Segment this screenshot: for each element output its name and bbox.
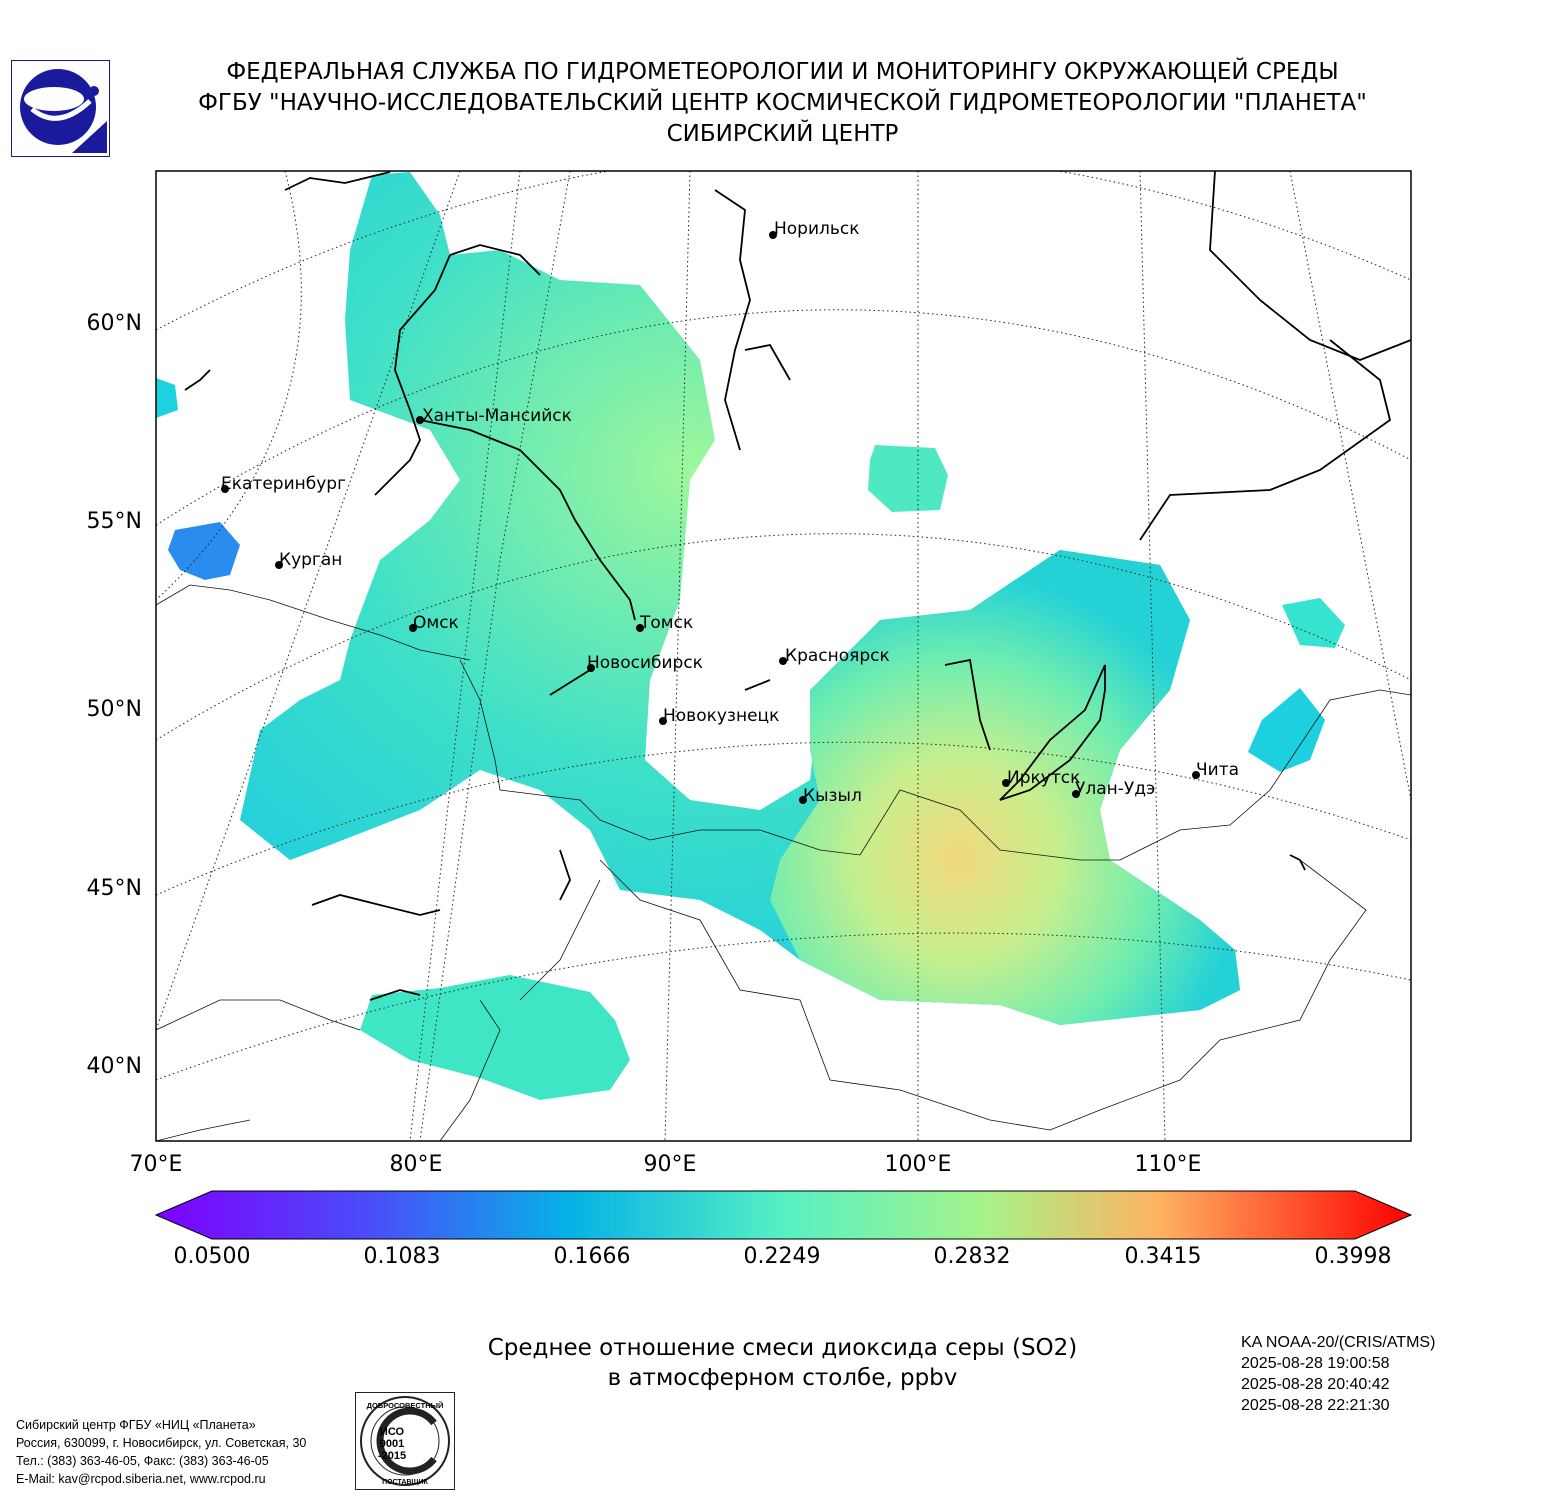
city-label: Новокузнецк — [663, 706, 779, 726]
iso-text-bottom: ПОСТАВЩИК — [382, 1479, 428, 1486]
city-khanty-mansiysk: Ханты-Мансийск — [416, 406, 572, 426]
city-marker — [769, 231, 777, 239]
city-label: Кызыл — [803, 786, 862, 806]
city-label: Норильск — [774, 219, 860, 239]
footer-contacts: Сибирский центр ФГБУ «НИЦ «Планета» Росс… — [16, 1416, 306, 1488]
so2-field-east — [770, 550, 1240, 1025]
so2-patch-south — [360, 975, 630, 1100]
colorbar-tick: 0.3415 — [1124, 1244, 1202, 1269]
city-krasnoyarsk: Красноярск — [779, 646, 890, 666]
so2-patch-east1 — [1282, 598, 1345, 648]
header-line-1: ФЕДЕРАЛЬНАЯ СЛУЖБА ПО ГИДРОМЕТЕОРОЛОГИИ … — [226, 59, 1339, 85]
footer-line-3: Тел.: (383) 363-46-05, Факс: (383) 363-4… — [16, 1454, 269, 1468]
iso-text-top: ДОБРОСОВЕСТНЫЙ — [367, 1401, 444, 1410]
iso-stamp: ДОБРОСОВЕСТНЫЙ ИСО 9001 -2015 ПОСТАВЩИК — [355, 1392, 455, 1490]
city-chita: Чита — [1192, 760, 1239, 780]
lat-label-60: 60°N — [86, 311, 142, 336]
colorbar — [154, 1190, 1413, 1240]
city-label: Улан-Удэ — [1075, 779, 1155, 799]
header-line-3: СИБИРСКИЙ ЦЕНТР — [666, 121, 899, 147]
city-omsk: Омск — [409, 613, 459, 633]
map-title-line-2: в атмосферном столбе, ppbv — [607, 1365, 958, 1391]
city-marker — [1192, 771, 1200, 779]
city-marker — [275, 561, 283, 569]
so2-patch-north — [868, 445, 948, 512]
lat-label-50: 50°N — [86, 697, 142, 722]
lon-label-90: 90°E — [643, 1152, 697, 1177]
lat-label-45: 45°N — [86, 876, 142, 901]
city-tomsk: Томск — [636, 613, 693, 633]
map-frame — [155, 170, 1412, 1142]
city-irkutsk: Иркутск — [1002, 768, 1080, 788]
pass-time-3: 2025-08-28 22:21:30 — [1241, 1397, 1390, 1414]
city-norilsk: Норильск — [769, 219, 860, 239]
footer-line-4: E-Mail: kav@rcpod.siberia.net, www.rcpod… — [16, 1472, 266, 1486]
city-kyzyl: Кызыл — [799, 786, 862, 806]
lon-label-100: 100°E — [884, 1152, 952, 1177]
footer-line-1: Сибирский центр ФГБУ «НИЦ «Планета» — [16, 1418, 256, 1432]
city-label: Ханты-Мансийск — [422, 406, 572, 426]
colorbar-tick: 0.1083 — [363, 1244, 441, 1269]
iso-text-3: -2015 — [378, 1450, 406, 1462]
cities-layer: Норильск Ханты-Мансийск Екатеринбург Кур… — [221, 219, 1239, 806]
map-title-line-1: Среднее отношение смеси диоксида серы (S… — [487, 1335, 1078, 1361]
city-novokuznetsk: Новокузнецк — [659, 706, 779, 726]
city-label: Чита — [1196, 760, 1239, 780]
lat-label-55: 55°N — [86, 509, 142, 534]
colorbar-tick: 0.2249 — [743, 1244, 821, 1269]
city-marker — [1072, 790, 1080, 798]
lon-label-110: 110°E — [1134, 1152, 1202, 1177]
city-label: Екатеринбург — [221, 474, 346, 494]
city-label: Томск — [639, 613, 693, 633]
colorbar-tick: 0.2832 — [933, 1244, 1011, 1269]
so2-patch-east2 — [1248, 688, 1325, 772]
city-label: Красноярск — [785, 646, 890, 666]
city-marker — [1002, 779, 1010, 787]
colorbar-tick: 0.3998 — [1314, 1244, 1392, 1269]
so2-patch-kurgan — [168, 522, 240, 580]
iso-text-1: ИСО — [380, 1426, 405, 1438]
city-label: Омск — [413, 613, 459, 633]
city-marker — [779, 657, 787, 665]
colorbar-tick: 0.1666 — [553, 1244, 631, 1269]
so2-patch-westedge — [156, 378, 178, 418]
planeta-logo — [11, 60, 110, 157]
iso-text-2: 9001 — [380, 1438, 404, 1450]
city-marker — [416, 416, 424, 424]
city-marker — [636, 624, 644, 632]
lon-label-80: 80°E — [389, 1152, 443, 1177]
pass-time-1: 2025-08-28 19:00:58 — [1241, 1355, 1390, 1372]
city-marker — [409, 624, 417, 632]
city-marker — [659, 717, 667, 725]
lon-label-70: 70°E — [129, 1152, 183, 1177]
city-marker — [799, 796, 807, 804]
city-label: Курган — [279, 550, 342, 570]
lat-label-40: 40°N — [86, 1054, 142, 1079]
colorbar-tick: 0.0500 — [173, 1244, 251, 1269]
city-marker — [221, 485, 229, 493]
city-novosibirsk: Новосибирск — [587, 653, 703, 673]
header-line-2: ФГБУ "НАУЧНО-ИССЛЕДОВАТЕЛЬСКИЙ ЦЕНТР КОС… — [198, 90, 1367, 116]
pass-time-2: 2025-08-28 20:40:42 — [1241, 1376, 1390, 1393]
satellite-name: KA NOAA-20/(CRIS/ATMS) — [1241, 1334, 1436, 1351]
city-marker — [587, 664, 595, 672]
footer-line-2: Россия, 630099, г. Новосибирск, ул. Сове… — [16, 1436, 307, 1450]
city-yekaterinburg: Екатеринбург — [221, 474, 346, 494]
city-ulan-ude: Улан-Удэ — [1072, 779, 1155, 799]
city-label: Иркутск — [1007, 768, 1080, 788]
city-kurgan: Курган — [275, 550, 342, 570]
city-label: Новосибирск — [587, 653, 703, 673]
